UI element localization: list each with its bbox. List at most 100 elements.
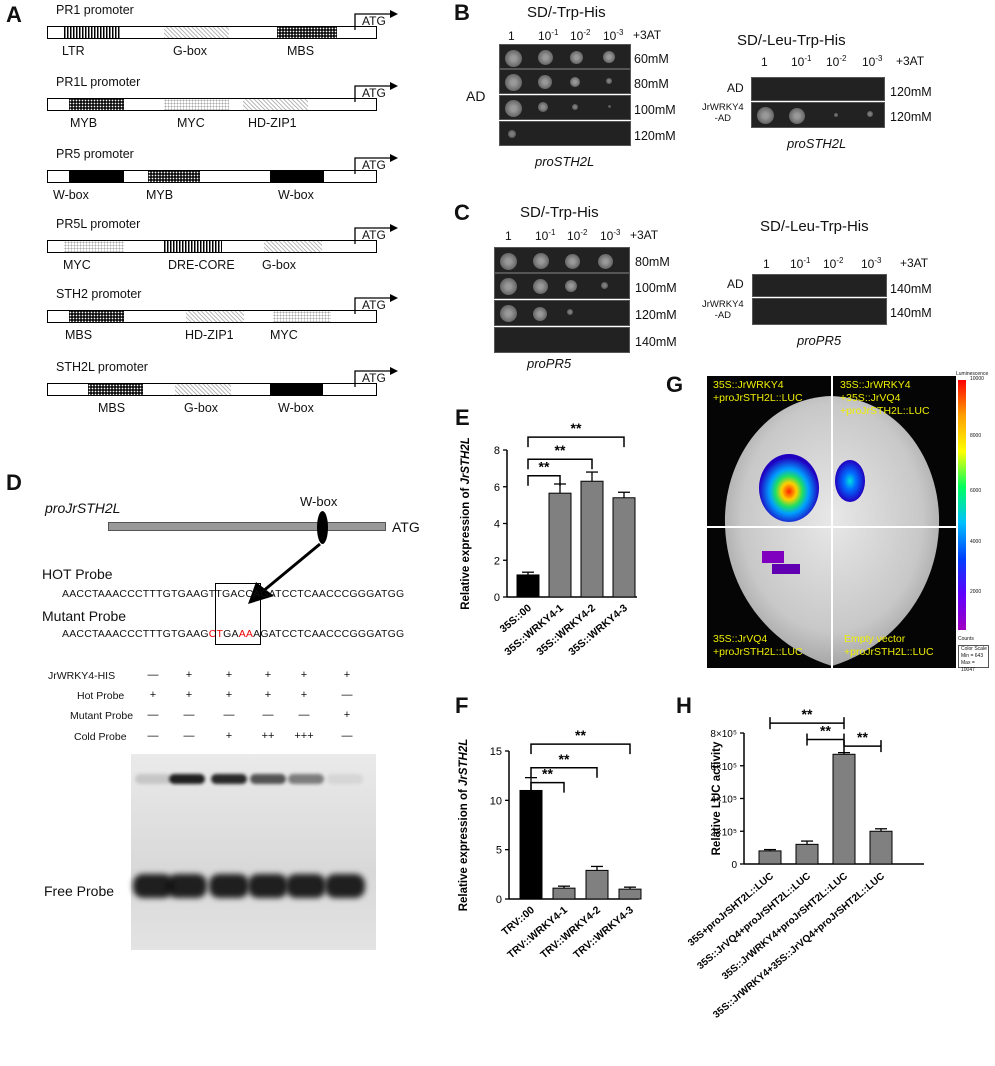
yeast-colony-spot <box>533 307 547 321</box>
dilution-label: 10-3 <box>600 228 621 243</box>
emsa-cell: + <box>343 709 351 721</box>
d-wbox-label: W-box <box>300 494 338 509</box>
element-label: W-box <box>53 188 89 202</box>
emsa-cell: — <box>341 730 353 742</box>
yeast-colony-spot <box>565 280 577 292</box>
y-tick-label: 5 <box>496 845 502 857</box>
dilution-label: 1 <box>763 257 770 271</box>
significance-label: ** <box>539 459 550 475</box>
yeast-plate-row <box>499 44 631 69</box>
d-mutant-label: Mutant Probe <box>42 608 127 624</box>
promoter-element-box <box>273 311 331 322</box>
yeast-colony-spot <box>538 102 548 112</box>
b-left-title: SD/-Trp-His <box>527 4 606 21</box>
y-tick-label: 0 <box>496 894 502 906</box>
element-label: MBS <box>65 328 93 342</box>
emsa-cell: + <box>300 669 308 681</box>
promoter-element-box <box>175 384 231 395</box>
panel-label-e: E <box>455 405 470 430</box>
b-ad-label: AD <box>466 88 486 104</box>
gel-shifted-band <box>211 774 247 784</box>
yeast-plate-row <box>752 298 887 325</box>
promoter-element-box <box>69 311 124 322</box>
yeast-colony-spot <box>505 100 522 117</box>
element-label: W-box <box>278 401 314 415</box>
bar <box>516 574 540 598</box>
y-tick-label: 15 <box>490 746 502 758</box>
scale-tick: 2000 <box>970 589 982 595</box>
yeast-colony-spot <box>598 254 613 269</box>
bar <box>758 850 782 865</box>
g-scale-title: Luminescence <box>956 371 989 377</box>
emsa-cell: + <box>264 689 272 701</box>
dilution-label: 10-3 <box>862 54 883 69</box>
promoter-element-box <box>64 27 121 38</box>
y-tick-label: 8×10⁵ <box>710 729 737 740</box>
yeast-plate-row <box>751 77 885 101</box>
promoter-bar <box>47 98 377 111</box>
element-label: MYC <box>177 116 205 130</box>
dilution-label: 1 <box>505 229 512 243</box>
promoter-element-box <box>186 311 244 322</box>
yeast-colony-spot <box>572 104 578 110</box>
promoter-element-box <box>148 171 200 182</box>
element-label: HD-ZIP1 <box>248 116 297 130</box>
emsa-cell: + <box>225 689 233 701</box>
atg-arrow-icon <box>354 367 398 387</box>
yeast-colony-spot <box>505 50 522 67</box>
dilution-label: 10-1 <box>790 256 811 271</box>
category-label: 35S::WRKY4-3 <box>566 602 630 658</box>
promoter-element-box <box>64 241 124 252</box>
scale-tick: 4000 <box>970 539 982 545</box>
emsa-cell: + <box>149 689 157 701</box>
c-right-promoter: proPR5 <box>797 333 842 348</box>
element-label: MBS <box>98 401 126 415</box>
g-scale-unit: Counts <box>958 636 974 642</box>
yeast-plate-row <box>499 121 631 146</box>
b-right-promoter: proSTH2L <box>787 136 847 151</box>
panel-label-h: H <box>676 693 692 718</box>
dilution-label: 10-3 <box>861 256 882 271</box>
b-left-promoter: proSTH2L <box>535 154 595 169</box>
yeast-colony-spot <box>538 50 553 65</box>
atg-arrow-icon <box>354 154 398 174</box>
gel-shifted-band <box>327 774 363 784</box>
panel-label-b: B <box>454 0 470 25</box>
promoter-element-box <box>264 241 322 252</box>
promoter-bar <box>47 383 377 396</box>
row-label: AD <box>727 277 744 291</box>
atg-label: ATG <box>362 371 386 385</box>
g-q2-label: 35S::JrWRKY4 +35S::JrVQ4 +proJrSTH2L::LUC <box>840 379 930 417</box>
scale-tick: 10000 <box>970 376 984 382</box>
yeast-colony-spot <box>565 254 580 269</box>
yeast-colony-spot <box>538 75 552 89</box>
yeast-plate-row <box>494 300 630 326</box>
d-wbox-marker <box>317 511 328 544</box>
concentration-label: 80mM <box>634 77 669 91</box>
element-label: G-box <box>173 44 208 58</box>
element-label: MBS <box>287 44 315 58</box>
concentration-label: 120mM <box>635 308 677 322</box>
concentration-label: 60mM <box>634 52 669 66</box>
chart-f: 051015TRV::00TRV::WRKY4-1TRV::WRKY4-2TRV… <box>458 727 642 961</box>
y-tick-label: 8 <box>494 445 500 457</box>
at-label: +3AT <box>896 54 925 68</box>
emsa-cell: + <box>300 689 308 701</box>
significance-bracket <box>843 740 882 753</box>
concentration-label: 120mM <box>890 85 932 99</box>
emsa-cell: + <box>225 669 233 681</box>
gel-shifted-band <box>250 774 286 784</box>
promoter-element-box <box>243 99 308 110</box>
element-label: G-box <box>184 401 219 415</box>
atg-arrow-icon <box>354 10 398 30</box>
scale-tick: 6000 <box>970 488 982 494</box>
bar <box>519 789 543 900</box>
d-promoter-bar <box>108 522 386 531</box>
g-q3-label: 35S::JrVQ4 +proJrSTH2L::LUC <box>713 633 803 658</box>
promoter-element-box <box>277 27 337 38</box>
at-label: +3AT <box>900 256 929 270</box>
emsa-row-label: Hot Probe <box>77 690 125 702</box>
emsa-row-label: Cold Probe <box>74 731 127 743</box>
d-mutant-sequence: AACCTAAACCCTTTGTGAAGCTGAAAAGATCCTCAACCCG… <box>62 628 405 640</box>
yeast-colony-spot <box>608 105 611 108</box>
